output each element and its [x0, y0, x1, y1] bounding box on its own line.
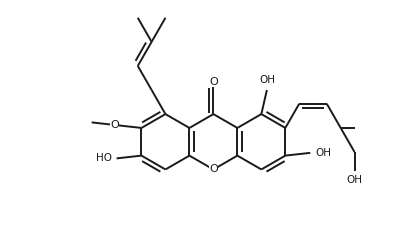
- Text: O: O: [209, 77, 217, 87]
- Text: OH: OH: [315, 148, 330, 158]
- Text: OH: OH: [346, 175, 362, 185]
- Text: HO: HO: [95, 153, 111, 163]
- Text: O: O: [110, 120, 119, 130]
- Text: O: O: [209, 164, 217, 174]
- Text: OH: OH: [258, 75, 274, 85]
